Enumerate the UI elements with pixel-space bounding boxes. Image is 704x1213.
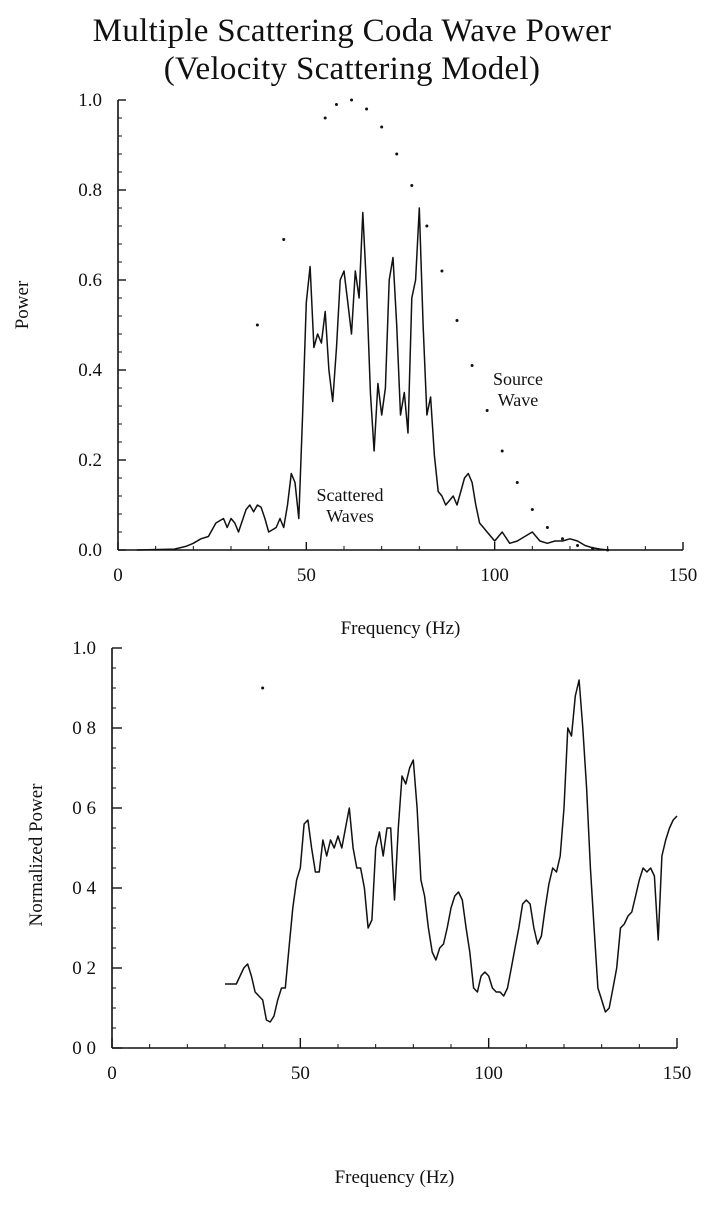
chart1-x-tick-label: 150 bbox=[669, 565, 698, 586]
chart1-x-tick-label: 0 bbox=[113, 565, 123, 586]
chart1-source-wave-point bbox=[380, 125, 384, 129]
chart-subtitle: (Velocity Scattering Model) bbox=[163, 51, 541, 87]
chart2-y-tick-label: 0 4 bbox=[72, 878, 96, 899]
chart1-source-wave-point bbox=[282, 238, 286, 241]
chart2-normalized-power-line bbox=[225, 679, 678, 1023]
chart1-y-tick-label: 0.6 bbox=[78, 270, 102, 291]
chart1-annotation: Scattered Waves bbox=[317, 485, 384, 526]
chart1-source-wave-point bbox=[530, 508, 534, 511]
chart1-annotation: Source Wave bbox=[493, 369, 543, 410]
chart1-source-wave-point bbox=[350, 98, 354, 102]
chart2-y-tick-label: 0 0 bbox=[72, 1038, 96, 1059]
chart1-y-tick-label: 0.2 bbox=[78, 450, 102, 471]
chart1-source-wave-point bbox=[334, 103, 338, 106]
chart1-scattered-waves-line bbox=[136, 207, 608, 551]
chart1-source-wave-point bbox=[425, 224, 429, 228]
chart2-y-tick-label: 1.0 bbox=[72, 638, 96, 659]
chart1-source-wave-point bbox=[323, 116, 327, 120]
chart1-source-wave-point bbox=[410, 184, 414, 187]
chart2-y-tick-label: 0 8 bbox=[72, 718, 96, 739]
chart-title: Multiple Scattering Coda Wave Power bbox=[92, 13, 612, 49]
chart1-source-wave-point bbox=[440, 269, 444, 273]
chart1-y-tick-label: 0.8 bbox=[78, 180, 102, 201]
chart1-x-tick-label: 50 bbox=[297, 565, 316, 586]
chart2-y-tick-label: 0 2 bbox=[72, 958, 96, 979]
chart1-y-axis-title: Power bbox=[12, 280, 33, 329]
chart1-source-wave-point bbox=[500, 449, 504, 453]
chart2-source-wave-point bbox=[261, 686, 265, 690]
chart1-annotation-line: Source bbox=[493, 369, 543, 389]
chart2-x-axis-title: Frequency (Hz) bbox=[335, 1167, 455, 1188]
chart1-x-tick-label: 100 bbox=[480, 565, 509, 586]
chart1-source-wave-point bbox=[470, 364, 474, 367]
chart1-y-tick-label: 1.0 bbox=[78, 90, 102, 111]
chart1-x-axis-title: Frequency (Hz) bbox=[341, 618, 461, 639]
chart1-y-tick-label: 0.0 bbox=[78, 540, 102, 561]
chart1-source-wave-point bbox=[545, 526, 549, 529]
chart2-x-tick-label: 50 bbox=[291, 1063, 310, 1084]
chart1-source-wave-point bbox=[515, 481, 519, 484]
chart1-source-wave-point bbox=[485, 409, 489, 412]
chart1-annotation-line: Scattered bbox=[317, 485, 384, 505]
chart1-source-wave-point bbox=[365, 107, 369, 111]
chart1-source-wave-point bbox=[560, 537, 564, 541]
chart1-annotation-line: Waves bbox=[326, 506, 374, 526]
chart2-y-tick-label: 0 6 bbox=[72, 798, 96, 819]
chart1-annotation-line: Wave bbox=[498, 390, 539, 410]
chart1-source-wave-point bbox=[576, 544, 580, 547]
chart1-source-wave-point bbox=[455, 319, 459, 322]
chart2-x-tick-label: 0 bbox=[107, 1063, 117, 1084]
chart2-x-tick-label: 100 bbox=[474, 1063, 503, 1084]
chart1-source-wave-point bbox=[395, 152, 399, 156]
chart2-x-tick-label: 150 bbox=[663, 1063, 692, 1084]
chart1-y-tick-label: 0.4 bbox=[78, 360, 102, 381]
chart2-y-axis-title: Normalized Power bbox=[26, 783, 47, 927]
chart1-source-wave-point bbox=[255, 323, 259, 327]
